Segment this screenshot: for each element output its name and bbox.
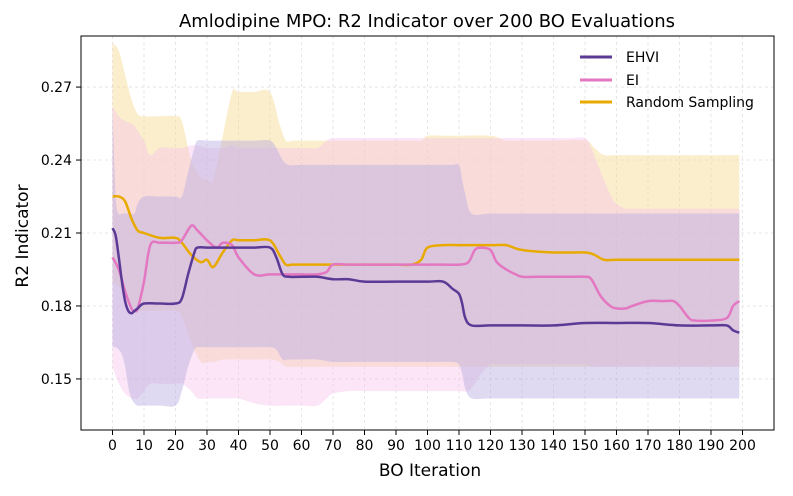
x-tick-label: 70 (324, 438, 342, 454)
grid-layer (81, 36, 774, 430)
y-ticks: 0.15 0.18 0.21 0.24 0.27 (41, 80, 81, 388)
chart-title: Amlodipine MPO: R2 Indicator over 200 BO… (179, 11, 675, 32)
x-tick-label: 50 (261, 438, 279, 454)
legend: EHVI EI Random Sampling (580, 50, 754, 111)
x-tick-label: 120 (477, 438, 504, 454)
x-tick-label: 160 (603, 438, 630, 454)
y-tick-label: 0.24 (41, 153, 72, 169)
x-tick-label: 140 (540, 438, 567, 454)
x-tick-label: 130 (509, 438, 536, 454)
x-tick-label: 10 (135, 438, 153, 454)
legend-label-random-sampling: Random Sampling (626, 95, 754, 111)
x-tick-label: 80 (356, 438, 374, 454)
line-random-sampling (112, 194, 740, 269)
x-tick-label: 30 (198, 438, 216, 454)
x-tick-label: 20 (167, 438, 185, 454)
x-axis-label: BO Iteration (379, 461, 481, 481)
x-tick-label: 190 (698, 438, 725, 454)
x-tick-label: 150 (572, 438, 599, 454)
legend-label-ehvi: EHVI (626, 50, 659, 66)
y-tick-label: 0.21 (41, 226, 72, 242)
legend-label-ei: EI (626, 73, 639, 89)
band-random-sampling (112, 43, 740, 368)
band-layer (112, 43, 740, 407)
y-tick-label: 0.18 (41, 299, 72, 315)
x-tick-label: 0 (108, 438, 117, 454)
y-axis-label: R2 Indicator (13, 184, 33, 287)
y-tick-label: 0.27 (41, 80, 72, 96)
x-tick-label: 90 (387, 438, 405, 454)
y-tick-label: 0.15 (41, 372, 72, 388)
line-ehvi (111, 227, 740, 334)
x-tick-label: 100 (414, 438, 441, 454)
x-tick-label: 60 (293, 438, 311, 454)
x-tick-label: 170 (635, 438, 662, 454)
x-ticks: 0 10 20 30 40 50 60 70 80 90 100 110 120 130 140 150 160… (108, 430, 756, 454)
band-ei (112, 106, 740, 407)
x-tick-label: 110 (446, 438, 473, 454)
x-tick-label: 200 (729, 438, 756, 454)
line-ei (111, 224, 741, 323)
x-tick-label: 40 (230, 438, 248, 454)
line-layer (111, 194, 741, 334)
band-ehvi (112, 106, 740, 407)
x-tick-label: 180 (666, 438, 693, 454)
